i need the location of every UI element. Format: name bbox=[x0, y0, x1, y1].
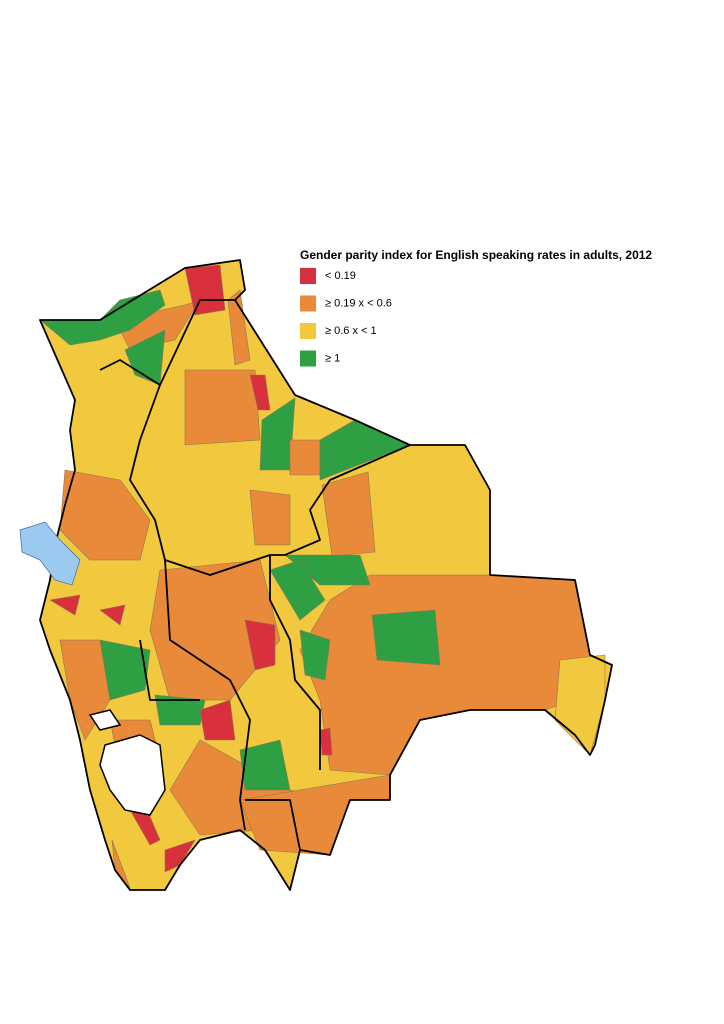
region bbox=[199, 699, 236, 741]
region bbox=[49, 594, 81, 616]
legend-swatch bbox=[300, 323, 316, 339]
region bbox=[99, 639, 151, 701]
region bbox=[249, 489, 291, 546]
region bbox=[269, 559, 326, 621]
region bbox=[184, 264, 226, 316]
legend-label: < 0.19 bbox=[325, 270, 356, 282]
region bbox=[244, 619, 276, 671]
legend-label: ≥ 0.6 x < 1 bbox=[325, 325, 377, 337]
legend-swatch bbox=[300, 350, 316, 367]
region bbox=[249, 374, 271, 411]
legend-label: ≥ 1 bbox=[325, 352, 340, 364]
border-line bbox=[129, 384, 166, 561]
region bbox=[184, 369, 261, 446]
border-line bbox=[270, 444, 411, 556]
legend-swatch bbox=[300, 295, 316, 312]
department-borders bbox=[39, 259, 613, 891]
country-border bbox=[39, 259, 613, 891]
border-line bbox=[245, 799, 301, 851]
border-line bbox=[164, 554, 321, 770]
salt-flat bbox=[99, 734, 166, 816]
legend-label: ≥ 0.19 x < 0.6 bbox=[325, 297, 392, 309]
region bbox=[371, 609, 441, 666]
salt-flat bbox=[88, 709, 122, 731]
region bbox=[227, 289, 251, 366]
legend-title: Gender parity index for English speaking… bbox=[300, 248, 652, 262]
border-line bbox=[139, 639, 200, 701]
region bbox=[289, 439, 321, 476]
region bbox=[319, 727, 333, 756]
regions bbox=[39, 259, 613, 891]
region bbox=[114, 299, 201, 351]
lake bbox=[19, 521, 81, 586]
legend-swatch bbox=[300, 268, 316, 284]
region bbox=[321, 471, 376, 557]
region bbox=[154, 694, 206, 726]
border-line bbox=[164, 559, 251, 831]
region bbox=[59, 469, 151, 561]
region bbox=[99, 604, 126, 626]
legend: < 0.19 ≥ 0.19 x < 0.6 ≥ 0.6 x < 1 ≥ 1 bbox=[300, 268, 392, 367]
region bbox=[554, 654, 606, 756]
region bbox=[299, 629, 331, 681]
